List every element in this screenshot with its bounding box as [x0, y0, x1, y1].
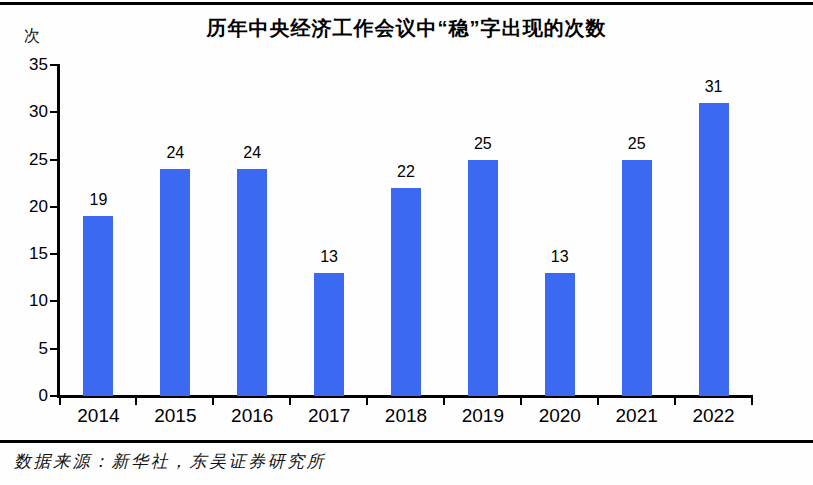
x-axis-tick — [520, 395, 522, 405]
bar-value-label-2016: 24 — [227, 143, 277, 163]
y-axis-tick — [50, 253, 57, 255]
bar-value-label-2014: 19 — [73, 190, 123, 210]
x-axis-tick — [59, 395, 61, 405]
bar-2018 — [391, 188, 421, 396]
y-axis-tick — [50, 348, 57, 350]
x-axis-category-label-2015: 2015 — [137, 406, 213, 426]
y-axis-tick-label: 35 — [0, 55, 48, 75]
x-axis-tick — [212, 395, 214, 405]
y-axis-tick — [50, 300, 57, 302]
y-axis-tick-label: 5 — [0, 339, 48, 359]
y-axis-tick-label: 10 — [0, 291, 48, 311]
x-axis-category-label-2014: 2014 — [60, 406, 136, 426]
x-axis-category-label-2019: 2019 — [445, 406, 521, 426]
x-axis-category-label-2022: 2022 — [676, 406, 752, 426]
y-axis-tick-label: 15 — [0, 244, 48, 264]
y-axis-tick — [50, 206, 57, 208]
x-axis-category-label-2017: 2017 — [291, 406, 367, 426]
x-axis-category-label-2016: 2016 — [214, 406, 290, 426]
bar-value-label-2020: 13 — [535, 247, 585, 267]
y-axis-line — [57, 64, 60, 398]
bar-2016 — [237, 169, 267, 396]
bar-value-label-2018: 22 — [381, 162, 431, 182]
data-source-note: 数据来源：新华社，东吴证券研究所 — [14, 450, 326, 473]
bar-2020 — [545, 273, 575, 396]
y-axis-tick — [50, 111, 57, 113]
bar-2014 — [83, 216, 113, 396]
bar-value-label-2015: 24 — [150, 143, 200, 163]
bar-value-label-2022: 31 — [689, 77, 739, 97]
x-axis-tick — [366, 395, 368, 405]
x-axis-tick — [597, 395, 599, 405]
bar-value-label-2021: 25 — [612, 134, 662, 154]
y-axis-tick-label: 30 — [0, 102, 48, 122]
bar-value-label-2019: 25 — [458, 134, 508, 154]
y-axis-tick — [50, 64, 57, 66]
y-axis-tick — [50, 395, 57, 397]
bar-2021 — [622, 160, 652, 396]
bar-value-label-2017: 13 — [304, 247, 354, 267]
x-axis-tick — [289, 395, 291, 405]
x-axis-category-label-2021: 2021 — [599, 406, 675, 426]
bottom-divider — [0, 440, 813, 443]
x-axis-tick — [751, 395, 753, 405]
x-axis-tick — [443, 395, 445, 405]
bar-2015 — [160, 169, 190, 396]
x-axis-category-label-2018: 2018 — [368, 406, 444, 426]
report-figure-page: 次 历年中央经济工作会议中“稳”字出现的次数 05101520253035192… — [0, 0, 813, 485]
x-axis-category-label-2020: 2020 — [522, 406, 598, 426]
bar-2022 — [699, 103, 729, 396]
y-axis-tick-label: 0 — [0, 386, 48, 406]
y-axis-tick-label: 25 — [0, 150, 48, 170]
y-axis-tick — [50, 159, 57, 161]
bar-2017 — [314, 273, 344, 396]
bar-2019 — [468, 160, 498, 396]
bar-chart: 0 5 10 15 20 25 30 35 19 2014 24 2015 24 2016 13 2017 22… — [0, 0, 813, 485]
x-axis-tick — [674, 395, 676, 405]
y-axis-tick-label: 20 — [0, 197, 48, 217]
x-axis-tick — [135, 395, 137, 405]
